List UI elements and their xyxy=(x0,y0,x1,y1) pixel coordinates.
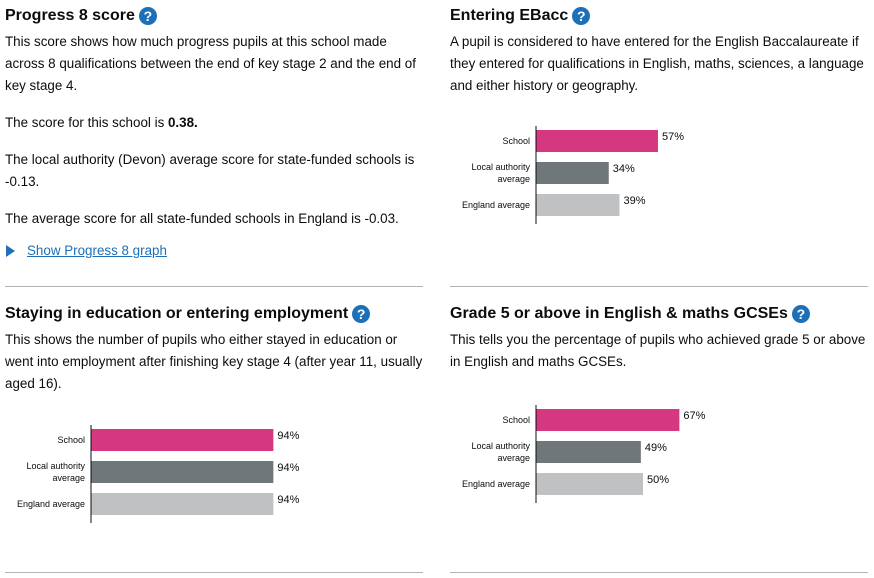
school-score-value: 0.38. xyxy=(167,115,198,130)
chart-value-label: 94% xyxy=(277,430,299,442)
chart-value-label: 94% xyxy=(277,494,299,506)
chart-bar xyxy=(536,194,620,216)
staying-description: This shows the number of pupils who eith… xyxy=(5,332,423,391)
grade5-chart: School 67% Local authority average 49% Englan… xyxy=(450,405,750,508)
help-icon[interactable]: ? xyxy=(138,7,157,25)
expand-triangle-icon[interactable] xyxy=(6,244,15,257)
bar-chart-svg: School 57% Local authority average 34% Englan… xyxy=(462,126,684,224)
chart-value-label: 34% xyxy=(613,163,635,175)
chart-value-label: 50% xyxy=(647,474,669,486)
chart-bar xyxy=(91,429,274,451)
grade5-title-text: Grade 5 or above in English & maths GCSE… xyxy=(450,305,788,322)
show-progress8-graph-link[interactable]: Show Progress 8 graph xyxy=(27,243,167,258)
chart-category-label: Local authority xyxy=(26,461,85,471)
chart-category-label: England average xyxy=(462,479,530,489)
chart-value-label: 49% xyxy=(645,442,667,454)
bar-chart-svg: School 67% Local authority average 49% Englan… xyxy=(462,405,706,503)
staying-chart: School 94% Local authority average 94% Englan… xyxy=(5,425,300,528)
chart-value-label: 67% xyxy=(683,410,705,422)
section-divider xyxy=(450,286,868,287)
ebacc-title-text: Entering EBacc xyxy=(450,7,569,24)
chart-value-label: 94% xyxy=(277,462,299,474)
chart-value-label: 57% xyxy=(662,131,684,143)
ebacc-chart: School 57% Local authority average 34% Englan… xyxy=(450,126,750,229)
chart-bar xyxy=(536,409,680,431)
school-score-prefix: The score for this school is xyxy=(5,115,168,130)
progress8-description: This score shows how much progress pupil… xyxy=(5,34,416,93)
chart-bar xyxy=(536,441,641,463)
chart-category-label: School xyxy=(502,136,530,146)
chart-category-label: England average xyxy=(17,499,85,509)
help-icon[interactable]: ? xyxy=(572,7,591,25)
grade5-panel: Grade 5 or above in English & maths GCSE… xyxy=(450,304,868,373)
progress8-title-text: Progress 8 score xyxy=(5,7,135,24)
chart-bar xyxy=(536,162,609,184)
chart-category-label: average xyxy=(497,174,530,184)
chart-category-label: average xyxy=(497,453,530,463)
staying-title-text: Staying in education or entering employm… xyxy=(5,305,349,322)
section-divider xyxy=(5,572,423,573)
chart-bar xyxy=(91,461,274,483)
show-progress8-graph-toggle[interactable]: Show Progress 8 graph xyxy=(5,243,423,258)
chart-category-label: Local authority xyxy=(471,441,530,451)
chart-bar xyxy=(536,473,643,495)
chart-bar xyxy=(536,130,658,152)
chart-category-label: School xyxy=(502,415,530,425)
staying-title: Staying in education or entering employm… xyxy=(5,304,423,324)
bar-chart-svg: School 94% Local authority average 94% Englan… xyxy=(17,425,300,523)
chart-category-label: Local authority xyxy=(471,162,530,172)
progress8-la-average: The local authority (Devon) average scor… xyxy=(5,152,415,189)
chart-category-label: average xyxy=(52,473,85,483)
chart-category-label: England average xyxy=(462,200,530,210)
ebacc-description: A pupil is considered to have entered fo… xyxy=(450,34,864,93)
ebacc-title: Entering EBacc ? xyxy=(450,6,868,26)
grade5-description: This tells you the percentage of pupils … xyxy=(450,332,866,369)
progress8-title: Progress 8 score ? xyxy=(5,6,423,26)
section-divider xyxy=(5,286,423,287)
chart-category-label: School xyxy=(57,435,85,445)
ebacc-panel: Entering EBacc ? A pupil is considered t… xyxy=(450,6,868,97)
grade5-title: Grade 5 or above in English & maths GCSE… xyxy=(450,304,868,324)
help-icon[interactable]: ? xyxy=(791,305,810,323)
section-divider xyxy=(450,572,868,573)
progress8-school-score: The score for this school is 0.38. xyxy=(5,112,423,134)
progress8-panel: Progress 8 score ? This score shows how … xyxy=(5,6,423,258)
progress8-england-average: The average score for all state-funded s… xyxy=(5,211,399,226)
chart-value-label: 39% xyxy=(623,195,645,207)
staying-panel: Staying in education or entering employm… xyxy=(5,304,423,395)
help-icon[interactable]: ? xyxy=(352,305,371,323)
chart-bar xyxy=(91,493,274,515)
